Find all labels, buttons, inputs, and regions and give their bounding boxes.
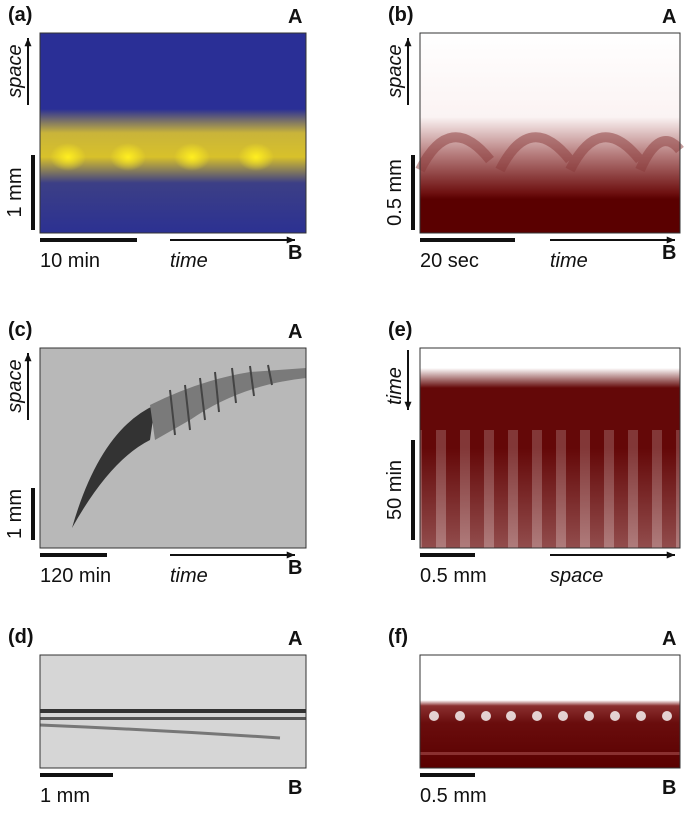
scale-label: 20 sec — [420, 250, 479, 272]
arrow-head — [666, 551, 675, 559]
arrow-head — [286, 236, 295, 244]
axis-label: space — [384, 44, 406, 97]
panel-label: (f) — [388, 626, 408, 648]
corner-label: B — [662, 777, 676, 799]
corner-label: A — [288, 628, 302, 650]
axis-label: space — [550, 565, 603, 587]
panel-label: (e) — [388, 319, 412, 341]
arrow-head — [24, 38, 32, 47]
scale-label: 50 min — [384, 460, 406, 520]
axis-label: space — [4, 359, 26, 412]
scale-bar — [40, 553, 107, 557]
scale-label: 120 min — [40, 565, 111, 587]
scale-bar — [411, 440, 415, 540]
panel-a-image — [39, 32, 307, 234]
scale-label: 1 mm — [4, 168, 26, 218]
scale-label: 10 min — [40, 250, 100, 272]
corner-label: B — [288, 242, 302, 264]
axis-label: time — [170, 250, 208, 272]
axis-label: time — [384, 367, 406, 405]
panel-d-image — [39, 654, 307, 769]
scale-bar — [420, 553, 475, 557]
scale-label: 0.5 mm — [384, 159, 406, 226]
corner-label: B — [662, 242, 676, 264]
scale-bar — [40, 773, 113, 777]
scale-label: 1 mm — [40, 785, 90, 807]
panel-label: (b) — [388, 4, 414, 26]
axis-label: time — [170, 565, 208, 587]
arrow-head — [24, 353, 32, 362]
scale-label: 0.5 mm — [420, 565, 487, 587]
corner-label: A — [288, 6, 302, 28]
scale-label: 0.5 mm — [420, 785, 487, 807]
scale-bar — [411, 155, 415, 230]
corner-label: A — [288, 321, 302, 343]
arrow-head — [286, 551, 295, 559]
arrow-head — [404, 401, 412, 410]
arrow-head — [404, 38, 412, 47]
panel-b-image — [415, 32, 684, 234]
scale-label: 1 mm — [4, 489, 26, 539]
panel-c-image — [39, 347, 307, 549]
arrow-head — [666, 236, 675, 244]
panel-e-image — [419, 347, 681, 549]
scale-bar — [40, 238, 137, 242]
corner-label: B — [288, 557, 302, 579]
panel-label: (c) — [8, 319, 32, 341]
scale-bar — [420, 238, 515, 242]
scale-bar — [420, 773, 475, 777]
corner-label: A — [662, 6, 676, 28]
axis-label: space — [4, 44, 26, 97]
corner-label: A — [662, 628, 676, 650]
corner-label: B — [288, 777, 302, 799]
axis-label: time — [550, 250, 588, 272]
panel-f-image — [419, 654, 681, 769]
scale-bar — [31, 155, 35, 230]
panel-label: (d) — [8, 626, 34, 648]
scale-bar — [31, 488, 35, 540]
panel-label: (a) — [8, 4, 32, 26]
